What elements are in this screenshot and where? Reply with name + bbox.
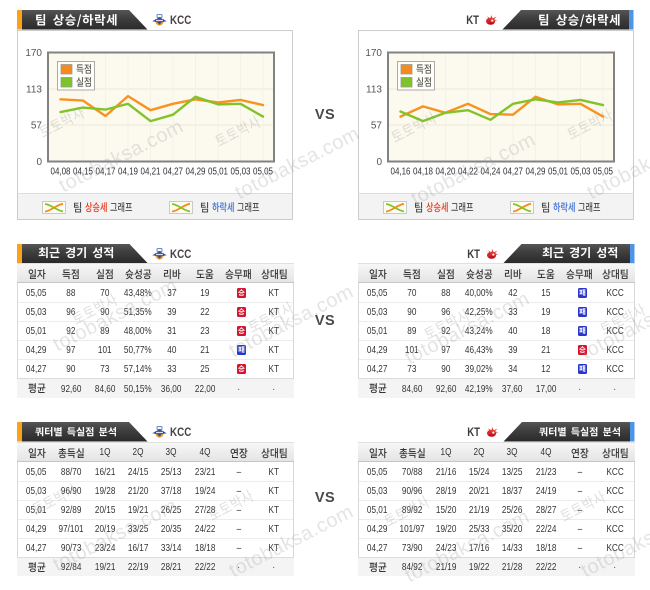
svg-text:57: 57: [371, 120, 383, 131]
svg-text:05,03: 05,03: [231, 166, 251, 177]
svg-text:05,01: 05,01: [208, 166, 228, 177]
svg-text:04,27: 04,27: [503, 166, 523, 177]
svg-text:113: 113: [26, 84, 42, 95]
svg-text:04,20: 04,20: [436, 166, 456, 177]
svg-text:04,16: 04,16: [391, 166, 411, 177]
svg-text:04,27: 04,27: [163, 166, 183, 177]
svg-text:04,15: 04,15: [73, 166, 93, 177]
svg-text:04,24: 04,24: [481, 166, 501, 177]
svg-text:113: 113: [366, 84, 382, 95]
svg-text:05,03: 05,03: [571, 166, 591, 177]
svg-text:170: 170: [25, 48, 42, 59]
svg-text:04,21: 04,21: [141, 166, 161, 177]
svg-text:57: 57: [31, 120, 43, 131]
svg-text:04,29: 04,29: [526, 166, 546, 177]
svg-text:0: 0: [376, 157, 382, 168]
svg-text:04,22: 04,22: [458, 166, 478, 177]
svg-text:04,29: 04,29: [186, 166, 206, 177]
svg-text:04,19: 04,19: [118, 166, 138, 177]
svg-text:05,05: 05,05: [253, 166, 273, 177]
svg-text:0: 0: [36, 157, 42, 168]
svg-text:04,08: 04,08: [51, 166, 71, 177]
svg-text:04,18: 04,18: [413, 166, 433, 177]
svg-text:170: 170: [365, 48, 382, 59]
svg-text:04,17: 04,17: [96, 166, 116, 177]
svg-text:05,01: 05,01: [548, 166, 568, 177]
svg-text:05,05: 05,05: [593, 166, 613, 177]
